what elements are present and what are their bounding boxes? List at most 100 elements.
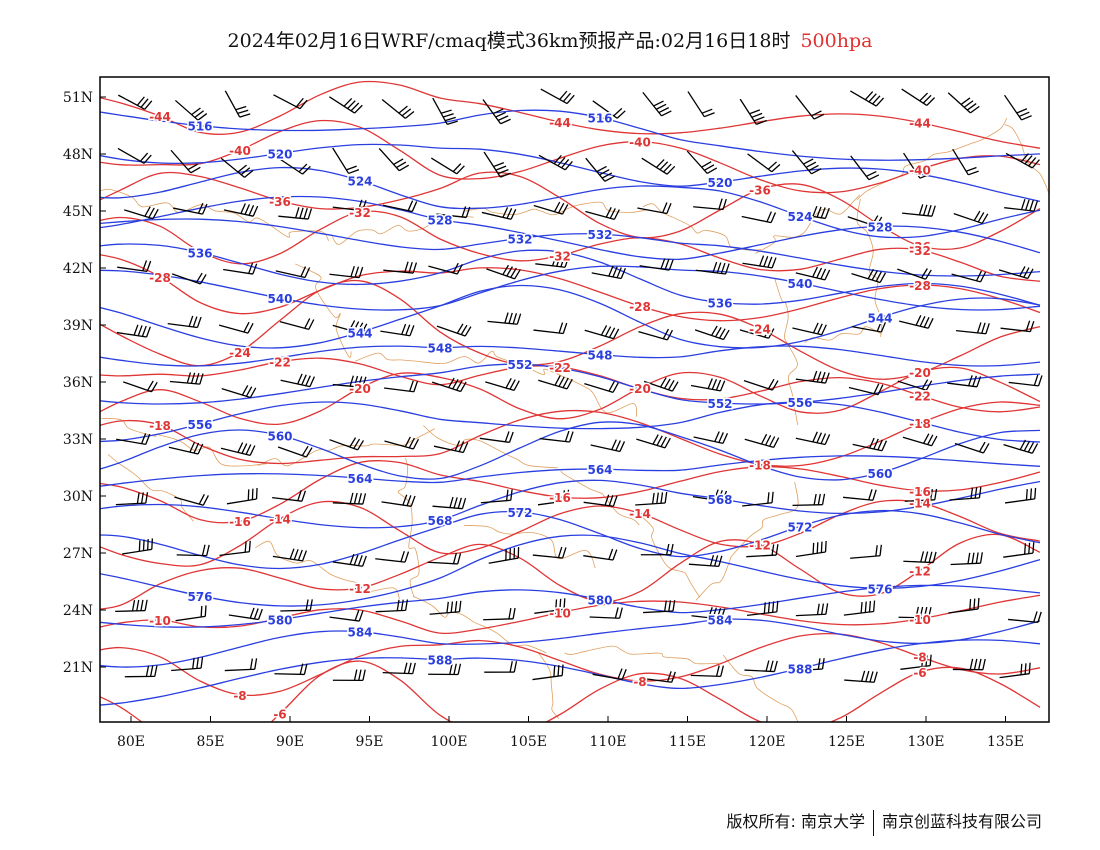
temperature-contour-label: -20 [629, 382, 651, 396]
border-line [856, 198, 883, 337]
temperature-contour-label: -40 [909, 163, 931, 177]
height-contour-label: 516 [187, 120, 212, 134]
lat-tick-label: 36N [63, 375, 93, 391]
wind-barb [171, 272, 207, 285]
height-contour-label: 540 [267, 292, 292, 306]
lon-tick-label: 110E [590, 734, 627, 750]
temperature-contour-line [100, 632, 1041, 697]
temperature-contour-label: -24 [749, 323, 771, 337]
height-contour-label: 580 [267, 614, 292, 628]
wind-barb [170, 149, 201, 174]
wind-barb [1003, 542, 1035, 558]
height-contour-label: 572 [507, 506, 532, 520]
plot-frame [99, 76, 1050, 723]
border-line [423, 425, 558, 469]
wind-barb [329, 609, 364, 622]
border-line [100, 188, 330, 242]
wind-barb [1008, 611, 1042, 624]
wind-barb [168, 441, 204, 455]
wind-barb [432, 496, 467, 510]
temperature-contour-label: -36 [269, 195, 291, 209]
wind-barb [1000, 320, 1035, 333]
wind-barb [272, 548, 308, 562]
height-contour-line [100, 243, 1041, 306]
wind-barb [381, 494, 416, 507]
height-contour-line [100, 479, 1041, 529]
wind-barb [429, 600, 462, 615]
temperature-contour-label: -16 [549, 491, 571, 505]
temperature-contour-line [100, 279, 1041, 380]
wind-barb [226, 487, 258, 505]
wind-barb [382, 662, 416, 675]
contour-labels: 516 516 520 520 524 524 528 528 532 532 536 536 540 5… [148, 109, 933, 724]
wind-barb [746, 544, 779, 558]
height-contour-label: 536 [187, 246, 212, 260]
wind-barb [746, 600, 779, 617]
wind-barb [952, 658, 986, 671]
wind-barb [742, 491, 774, 507]
wind-barb [275, 266, 311, 279]
border-line [638, 513, 701, 598]
wind-barb [691, 607, 726, 620]
wind-barb [695, 261, 730, 275]
wind-barb [274, 663, 308, 676]
temperature-contour-label: -18 [909, 417, 931, 431]
wind-barb [534, 598, 566, 614]
wind-barb [532, 664, 564, 681]
temperature-contour-line [100, 357, 1041, 413]
latitude-axis: 51N 48N 45N 42N 39N 36N 33N 30N 27N 24N 21N [63, 90, 106, 676]
wind-barb [852, 437, 888, 452]
wind-barb [743, 378, 779, 391]
border-line [464, 524, 596, 569]
wind-barb [591, 265, 627, 280]
wind-barb [635, 491, 668, 506]
wind-barb [223, 262, 258, 275]
temperature-contour-label: -6 [273, 708, 286, 722]
wind-barb [431, 377, 467, 393]
wind-barbs [115, 88, 1043, 683]
temperature-contour-label: -18 [149, 419, 171, 433]
wind-barb [692, 489, 728, 502]
lon-tick-label: 90E [276, 734, 304, 750]
wind-barb [176, 544, 210, 557]
wind-barb [116, 433, 151, 445]
lon-tick-label: 100E [431, 734, 468, 750]
wind-barb [332, 199, 367, 212]
wind-barb [903, 551, 937, 564]
border-line [521, 364, 638, 417]
wind-barb [903, 152, 931, 179]
temperature-contour-label: -6 [913, 666, 926, 680]
wind-barb [381, 98, 415, 119]
wind-barb [949, 486, 982, 501]
wind-barb [1004, 487, 1037, 504]
temperature-contour-label: -18 [749, 458, 771, 472]
wind-barb [332, 669, 366, 682]
country-borders [100, 117, 1049, 722]
temperature-contour-label: -14 [909, 497, 931, 511]
wind-barb [117, 147, 152, 164]
temperature-contour-line [100, 210, 1041, 282]
wind-barb [584, 381, 619, 393]
wind-barb [483, 607, 516, 621]
height-contour-label: 568 [707, 493, 732, 507]
wind-barb [539, 430, 574, 443]
lon-tick-label: 85E [196, 734, 224, 750]
wind-barb [540, 88, 575, 105]
height-contour-line [100, 284, 1041, 349]
border-line [537, 652, 560, 719]
wind-barb [643, 600, 676, 614]
temperature-contour-label: -36 [909, 240, 931, 254]
wind-barb [332, 320, 368, 335]
temperature-contour-label: -14 [629, 507, 651, 521]
temperature-contour-label: -8 [633, 675, 646, 689]
height-contour-label: 564 [587, 463, 612, 477]
wind-barb [428, 262, 463, 275]
wind-barb [792, 493, 826, 507]
height-contour-label: 520 [267, 147, 292, 161]
temperature-contour-label: -16 [229, 515, 251, 529]
height-contour-line [100, 109, 1041, 161]
wind-barb [999, 662, 1031, 679]
lon-tick-label: 80E [117, 734, 145, 750]
height-contour-label: 568 [427, 514, 452, 528]
